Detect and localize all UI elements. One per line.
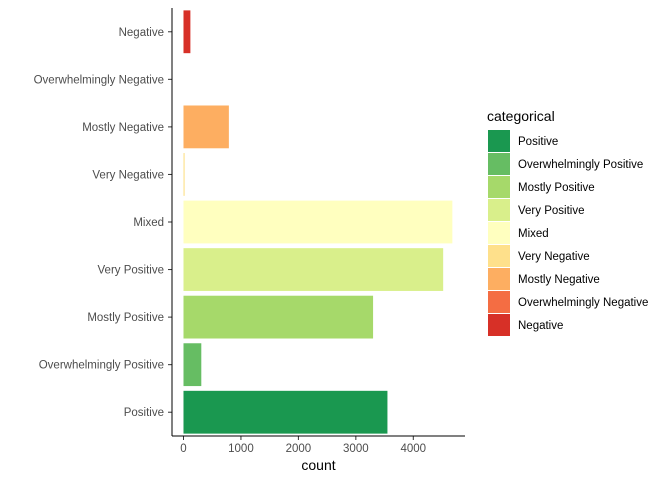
x-tick-label: 4000 <box>400 443 426 455</box>
bar-mostly-positive <box>183 295 374 339</box>
legend-swatch <box>488 245 510 267</box>
x-tick-label: 3000 <box>343 443 369 455</box>
bar-positive <box>183 390 388 434</box>
legend-swatch <box>488 314 510 336</box>
legend-label: Very Positive <box>518 205 584 217</box>
y-tick-label: Overwhelmingly Negative <box>34 74 164 86</box>
x-tick-label: 2000 <box>286 443 312 455</box>
x-tick-label: 0 <box>180 443 186 455</box>
y-tick-label: Mostly Positive <box>87 312 164 324</box>
legend-swatch <box>488 176 510 198</box>
legend-title: categorical <box>487 108 555 124</box>
bars-layer <box>183 10 453 434</box>
y-tick-label: Negative <box>119 27 164 39</box>
y-axis-ticks: Positive Overwhelmingly Positive Mostly Po… <box>34 27 172 419</box>
legend: Positive Overwhelmingly Positive Mostly Po… <box>488 130 648 336</box>
bar-mixed <box>183 200 453 244</box>
legend-label: Negative <box>518 320 563 332</box>
y-tick-label: Very Negative <box>92 169 164 181</box>
bar-very-negative <box>183 153 185 196</box>
legend-label: Mixed <box>518 228 549 240</box>
legend-swatch <box>488 199 510 221</box>
legend-label: Positive <box>518 136 558 148</box>
x-tick-label: 1000 <box>228 443 254 455</box>
legend-label: Very Negative <box>518 251 590 263</box>
bar-overwhelmingly-positive <box>183 343 202 387</box>
legend-label: Mostly Positive <box>518 182 595 194</box>
legend-label: Mostly Negative <box>518 274 600 286</box>
legend-label: Overwhelmingly Negative <box>518 297 648 309</box>
bar-negative <box>183 10 191 54</box>
bar-mostly-negative <box>183 105 229 149</box>
y-tick-label: Overwhelmingly Positive <box>39 360 164 372</box>
legend-swatch <box>488 153 510 175</box>
legend-swatch <box>488 291 510 313</box>
y-tick-label: Mixed <box>133 217 164 229</box>
y-tick-label: Positive <box>124 407 164 419</box>
legend-swatch <box>488 268 510 290</box>
legend-label: Overwhelmingly Positive <box>518 159 643 171</box>
x-axis-title: count <box>301 457 335 473</box>
x-axis-ticks: 0 1000 2000 3000 4000 <box>180 436 426 455</box>
legend-swatch <box>488 130 510 152</box>
legend-swatch <box>488 222 510 244</box>
y-tick-label: Mostly Negative <box>82 122 164 134</box>
y-tick-label: Very Positive <box>98 265 164 277</box>
bar-very-positive <box>183 248 444 291</box>
